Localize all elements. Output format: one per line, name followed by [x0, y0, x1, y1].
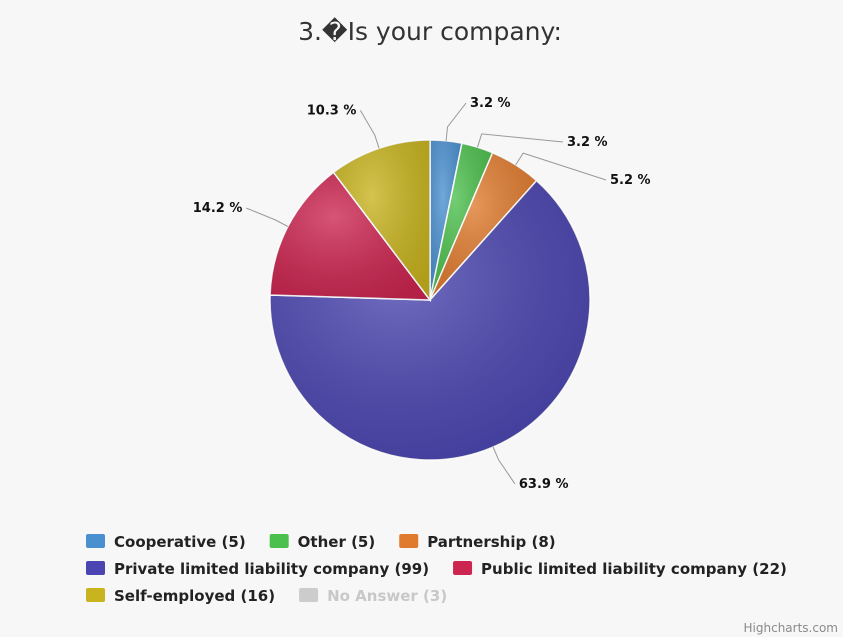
data-label-other: 3.2 % [567, 135, 608, 150]
legend-item-other[interactable]: Other (5) [269, 533, 376, 551]
legend-label-private-limited-liability-company: Private limited liability company (99) [114, 560, 429, 578]
legend-label-self-employed: Self-employed (16) [114, 587, 275, 605]
legend-swatch-cooperative [86, 534, 105, 548]
legend-item-partnership[interactable]: Partnership (8) [399, 533, 556, 551]
legend-swatch-other [269, 534, 289, 548]
pie-slices [269, 139, 591, 461]
leader-line-other [477, 133, 564, 148]
data-labels: 3.2 % 3.2 % 5.2 % 63.9 % 14.2 % 10.3 % [193, 96, 651, 492]
legend-swatch-no-answer [299, 588, 319, 602]
data-label-partnership: 5.2 % [610, 173, 651, 188]
data-label-cooperative: 3.2 % [470, 96, 511, 111]
legend: Cooperative (5) Other (5) Partnership (8) P… [86, 533, 787, 605]
leader-line-private-limited-liability-company [492, 446, 516, 485]
legend-swatch-partnership [399, 534, 419, 548]
legend-swatch-self-employed [86, 588, 105, 602]
leader-line-partnership [515, 152, 607, 181]
legend-item-no-answer[interactable]: No Answer (3) [299, 587, 447, 605]
legend-swatch-private-limited-liability-company [86, 561, 105, 575]
legend-label-other: Other (5) [298, 533, 376, 551]
chart-title: 3.�Is your company: [298, 17, 562, 46]
data-label-public-limited-liability-company: 14.2 % [193, 201, 243, 216]
legend-label-cooperative: Cooperative (5) [114, 533, 246, 551]
leader-line-cooperative [445, 102, 467, 141]
legend-item-private-limited-liability-company[interactable]: Private limited liability company (99) [86, 560, 429, 578]
legend-label-no-answer: No Answer (3) [327, 587, 447, 605]
leader-line-self-employed [359, 110, 380, 149]
legend-label-public-limited-liability-company: Public limited liability company (22) [481, 560, 787, 578]
legend-swatch-public-limited-liability-company [453, 561, 473, 575]
credits-link[interactable]: Highcharts.com [744, 621, 838, 635]
legend-item-cooperative[interactable]: Cooperative (5) [86, 533, 246, 551]
leader-line-public-limited-liability-company [246, 207, 289, 227]
legend-item-public-limited-liability-company[interactable]: Public limited liability company (22) [453, 560, 787, 578]
legend-label-partnership: Partnership (8) [427, 533, 555, 551]
data-label-self-employed: 10.3 % [307, 103, 357, 118]
legend-item-self-employed[interactable]: Self-employed (16) [86, 587, 275, 605]
data-label-private-limited-liability-company: 63.9 % [519, 477, 569, 492]
